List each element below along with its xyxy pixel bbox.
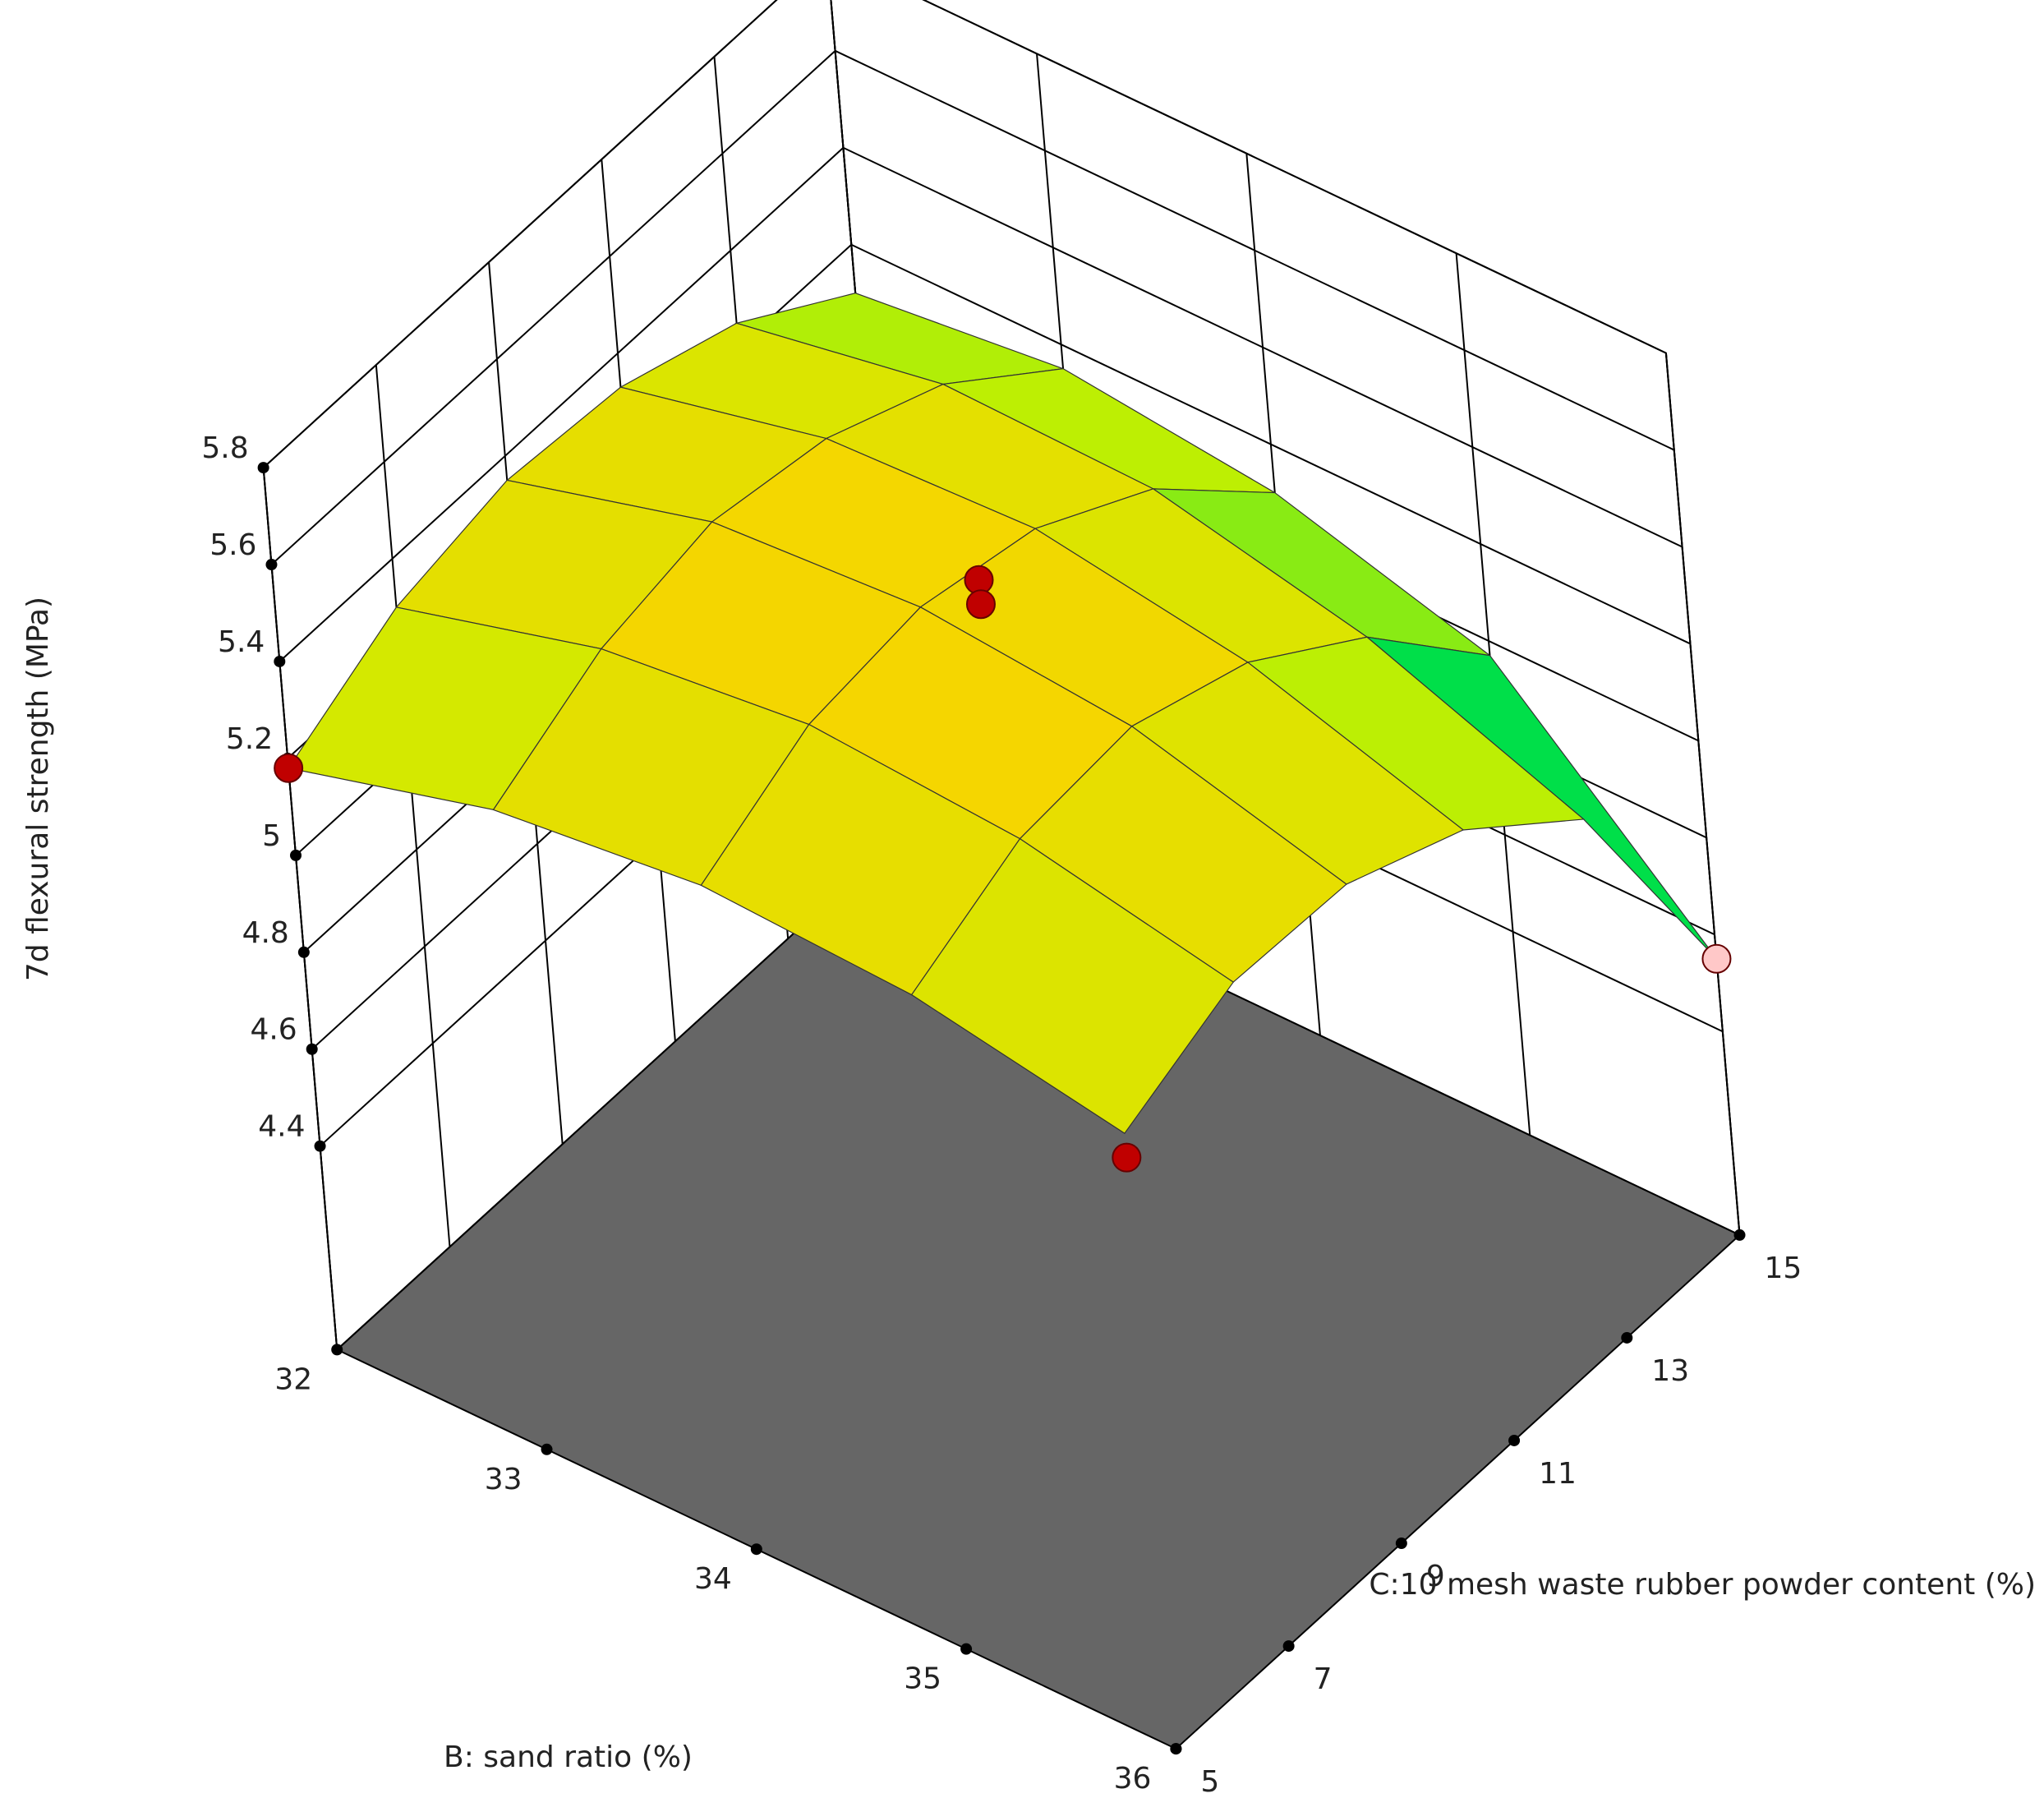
tick-mark [960,1643,973,1655]
x-tick-label: 35 [904,1662,941,1696]
x-tick-label: 33 [485,1463,523,1496]
z-tick-label: 4.8 [242,916,289,950]
z-tick-label: 4.6 [250,1013,297,1047]
z-tick-label: 5.8 [201,431,248,465]
tick-mark [750,1543,762,1556]
tick-mark [274,655,286,667]
z-tick-label: 5 [262,819,281,853]
grid-line [375,364,451,1247]
tick-mark [265,559,278,571]
z-tick-label: 4.4 [258,1110,305,1144]
z-tick-label: 5.2 [226,722,273,756]
x-tick-label: 36 [1114,1762,1152,1796]
tick-mark [1395,1538,1407,1550]
tick-mark [290,849,302,861]
tick-mark [1621,1331,1633,1344]
design-point [1701,943,1732,974]
tick-mark [297,946,310,958]
tick-mark [1170,1743,1182,1755]
grid-line [270,50,836,565]
x-axis-label: B: sand ratio (%) [444,1740,693,1774]
y-tick-label: 13 [1651,1354,1689,1388]
tick-mark [1282,1640,1295,1653]
y-tick-label: 11 [1539,1457,1577,1491]
grid-line [262,0,778,468]
tick-mark [306,1043,318,1055]
design-point [274,753,304,783]
tick-mark [257,462,269,474]
grid-line [279,147,845,662]
axis-line [262,468,338,1350]
x-tick-label: 32 [274,1362,312,1396]
tick-mark [314,1140,326,1152]
grid-line [922,0,1667,354]
y-tick-label: 9 [1426,1560,1445,1593]
tick-mark [331,1344,343,1356]
z-axis-label: 7d flexural strength (MPa) [21,597,55,981]
tick-mark [1733,1229,1746,1241]
design-point [965,589,996,620]
surface-cell [910,837,1235,1134]
y-tick-label: 5 [1200,1765,1219,1798]
y-axis-label: C:10 mesh waste rubber powder content (%… [1369,1568,2036,1602]
z-tick-label: 5.4 [218,625,265,659]
axis-line [1664,353,1741,1235]
y-tick-label: 7 [1314,1662,1333,1696]
z-tick-label: 5.6 [209,528,256,562]
x-tick-label: 34 [694,1562,732,1596]
tick-mark [541,1443,553,1455]
tick-mark [1508,1434,1521,1446]
y-tick-label: 15 [1765,1252,1802,1285]
design-point [1112,1142,1142,1173]
